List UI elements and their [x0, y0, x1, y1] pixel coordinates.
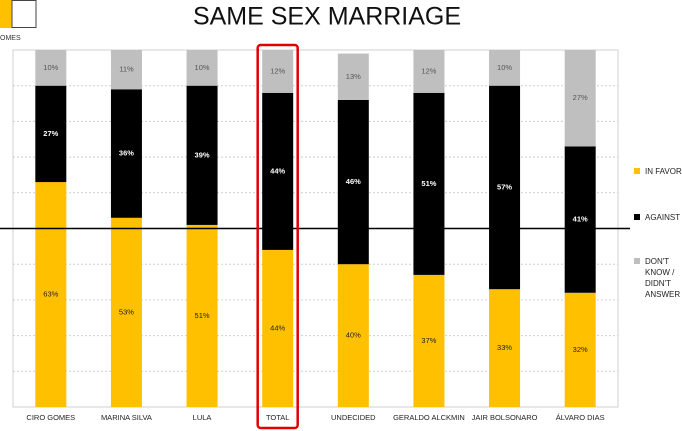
highlight-box — [256, 43, 299, 430]
bar-segment — [489, 289, 521, 407]
x-tick-label: MARINA SILVA — [101, 413, 152, 422]
data-label: 12% — [270, 66, 285, 75]
data-label: 41% — [573, 215, 588, 224]
bar-segment — [564, 292, 596, 407]
data-label: 27% — [573, 93, 588, 102]
bar-segment — [35, 85, 67, 183]
bar-segment — [186, 85, 218, 225]
data-label: 33% — [497, 343, 512, 352]
cropped-legend-box — [11, 0, 37, 28]
bar-segment — [564, 50, 596, 147]
legend-label: IN FAVOR — [645, 167, 682, 176]
bar-segment — [337, 264, 369, 407]
data-label: 40% — [346, 331, 361, 340]
bar-segment — [413, 274, 445, 407]
cropped-legend-swatch — [0, 0, 12, 28]
data-label: 12% — [421, 66, 436, 75]
bar-segment — [186, 50, 218, 86]
cropped-legend-label: OMES — [0, 35, 21, 42]
x-tick-label: ÁLVARO DIAS — [556, 413, 605, 422]
data-label: 10% — [195, 63, 210, 72]
data-label: 39% — [195, 150, 210, 159]
bar-segment — [186, 224, 218, 407]
bar-segment — [413, 50, 445, 93]
bar-segment — [35, 182, 67, 407]
x-tick-label: JAIR BOLSONARO — [472, 413, 538, 422]
x-tick-label: TOTAL — [266, 413, 289, 422]
legend-label: AGAINST — [645, 213, 681, 222]
x-tick-label: GERALDO ALCKMIN — [393, 413, 465, 422]
legend-swatch — [634, 214, 640, 220]
bar-segment — [262, 50, 294, 93]
bar-segment — [110, 50, 142, 90]
x-tick-label: CIRO GOMES — [26, 413, 75, 422]
x-tick-label: LULA — [193, 413, 212, 422]
data-label: 51% — [421, 179, 436, 188]
data-label: 37% — [421, 336, 436, 345]
bar-segment — [413, 92, 445, 275]
data-label: 46% — [346, 177, 361, 186]
bar-segment — [262, 249, 294, 407]
legend-swatch — [634, 168, 640, 174]
data-label: 63% — [43, 290, 58, 299]
data-label: 57% — [497, 182, 512, 191]
data-label: 27% — [43, 129, 58, 138]
data-label: 36% — [119, 149, 134, 158]
data-label: 10% — [43, 63, 58, 72]
data-label: 53% — [119, 307, 134, 316]
bar-segment — [564, 146, 596, 293]
bar-segment — [262, 92, 294, 250]
x-tick-label: UNDECIDED — [331, 413, 376, 422]
legend-swatch — [634, 258, 640, 264]
data-label: 44% — [270, 323, 285, 332]
legend-label: DON'T KNOW / DIDN'T ANSWER — [645, 257, 681, 299]
bar-segment — [337, 99, 369, 265]
bar-segment — [110, 217, 142, 407]
chart-title: SAME SEX MARRIAGE — [193, 3, 461, 31]
data-label: 11% — [119, 65, 134, 74]
bar-segment — [489, 85, 521, 290]
bar-segment — [110, 89, 142, 218]
bar-segment — [337, 53, 369, 100]
bar-segment — [489, 50, 521, 86]
data-label: 32% — [573, 345, 588, 354]
data-label: 51% — [195, 311, 210, 320]
data-label: 13% — [346, 72, 361, 81]
data-label: 44% — [270, 166, 285, 175]
data-label: 10% — [497, 63, 512, 72]
bar-segment — [35, 50, 67, 86]
